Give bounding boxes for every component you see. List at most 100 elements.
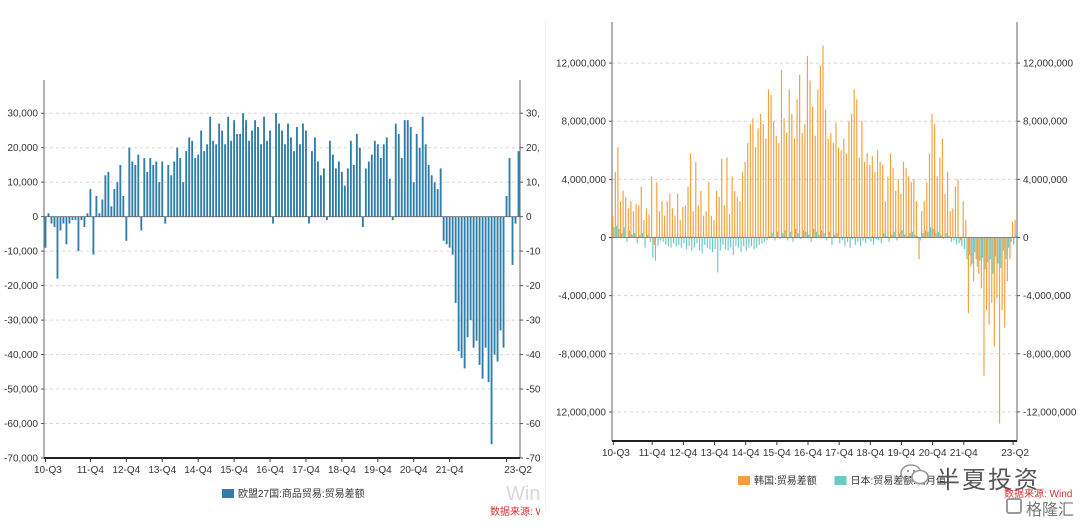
bar: [224, 144, 227, 217]
bar: [636, 237, 638, 244]
bar: [939, 157, 941, 238]
bar: [50, 216, 53, 224]
bar: [361, 216, 364, 228]
bar: [862, 237, 864, 241]
bar: [766, 237, 768, 241]
bar: [998, 237, 1001, 424]
bar: [373, 140, 376, 217]
bar: [973, 237, 975, 282]
bar: [639, 234, 641, 238]
bar: [763, 237, 766, 242]
bar: [230, 140, 233, 217]
bar: [421, 116, 424, 217]
x-tick-label: 16-Q4: [794, 448, 822, 459]
bar: [654, 237, 657, 261]
bar: [880, 237, 882, 244]
y-tick-label-left: 4,000,000: [562, 175, 607, 186]
bar: [991, 237, 993, 303]
bar: [949, 211, 951, 238]
bar: [892, 167, 894, 238]
bar: [155, 161, 158, 217]
x-tick-label: 10-Q3: [602, 448, 630, 459]
bar: [958, 237, 960, 244]
data-source: 数据来源: Wind: [490, 505, 540, 518]
bar: [691, 237, 693, 251]
bar: [717, 237, 719, 273]
bar: [364, 168, 367, 217]
y-tick-label-left: -40,000: [4, 350, 38, 361]
bar: [786, 132, 788, 238]
bar: [922, 233, 924, 238]
bar: [164, 216, 167, 224]
bar: [89, 189, 92, 217]
bar: [960, 237, 962, 241]
bar: [696, 237, 698, 244]
y-tick-label-right: -4,000,000: [1023, 291, 1071, 302]
bar: [897, 179, 899, 238]
x-tick-label: 12-Q4: [669, 448, 697, 459]
bar: [996, 237, 998, 299]
bar: [131, 161, 134, 217]
bar: [358, 147, 361, 217]
bar: [660, 237, 662, 241]
bar: [688, 237, 690, 247]
bar: [140, 216, 143, 231]
bar: [424, 144, 427, 217]
bar: [924, 230, 927, 238]
bar: [59, 216, 62, 231]
bar: [914, 234, 916, 238]
bar: [846, 237, 849, 242]
bar: [822, 45, 824, 238]
bar: [215, 144, 218, 217]
bar: [149, 158, 152, 217]
y-tick-label-right: -10,000: [526, 247, 540, 258]
bar: [819, 65, 821, 238]
bar: [484, 216, 487, 348]
bar: [463, 216, 466, 369]
right-chart-panel: 12,000,000 12,000,000 8,000,000 8,000,000 4,…: [553, 0, 1080, 523]
bar: [257, 127, 259, 217]
bar: [104, 175, 107, 217]
bar: [726, 157, 728, 238]
bar: [987, 237, 989, 263]
bar: [248, 140, 250, 217]
bar: [370, 154, 373, 217]
bar: [77, 216, 80, 252]
brand-logo: 半夏投资 格隆汇: [900, 460, 1080, 520]
bar: [451, 216, 454, 255]
bar: [779, 237, 781, 239]
bar: [206, 144, 209, 217]
bar: [947, 172, 949, 238]
y-tick-label-right: -40,000: [526, 350, 540, 361]
bar: [445, 216, 448, 245]
bar: [430, 175, 433, 217]
x-tick-label: 17-Q4: [825, 448, 853, 459]
y-tick-label-right: 0: [526, 212, 532, 223]
bar: [706, 237, 708, 248]
bar: [863, 161, 866, 238]
bar: [800, 237, 802, 239]
bar: [967, 237, 969, 314]
bar: [391, 216, 394, 221]
bar: [737, 237, 740, 248]
bar: [980, 237, 982, 289]
bar: [182, 182, 185, 217]
y-tick-label-left: -30,000: [4, 316, 38, 327]
bar: [652, 237, 654, 258]
bar: [158, 182, 161, 217]
bar: [623, 227, 625, 238]
bar: [817, 89, 819, 238]
bar: [835, 122, 837, 238]
bar: [86, 213, 89, 217]
bar: [856, 99, 858, 238]
bar: [827, 138, 829, 238]
bar: [993, 237, 995, 347]
bar: [901, 230, 903, 238]
y-tick-label-left: 12,000,000: [556, 59, 606, 70]
bar: [517, 151, 520, 217]
y-tick-label-right: -20,000: [526, 281, 540, 292]
bar: [653, 237, 655, 245]
bar: [874, 172, 876, 238]
bar: [394, 123, 397, 217]
bar: [840, 150, 842, 238]
